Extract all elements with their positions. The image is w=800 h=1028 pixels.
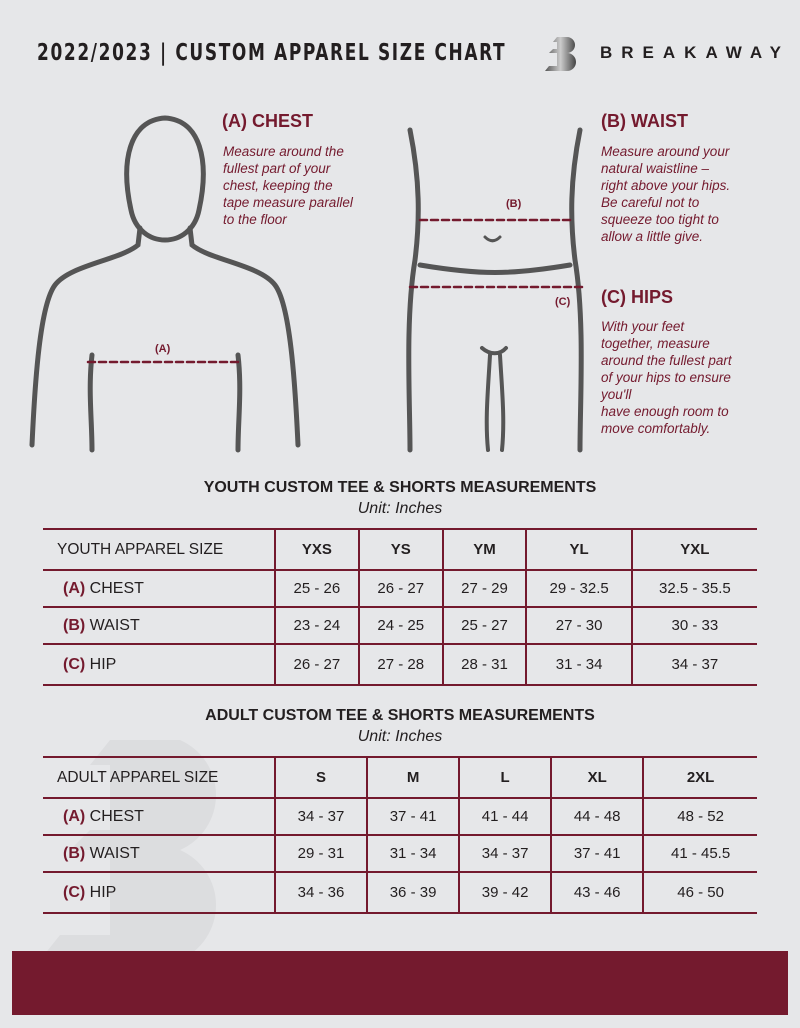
cell: 27 - 29 [441,570,527,607]
table-row: (A) CHEST 34 - 37 37 - 41 41 - 44 44 - 48 48 … [43,798,757,835]
header-label: ADULT APPAREL SIZE [57,768,219,786]
size-header: YXS [274,529,359,570]
adult-size-table: ADULT APPAREL SIZE S M L XL 2XL (A) CHEST 34 … [43,756,757,914]
cell: 44 - 48 [550,798,644,835]
waist-heading: (B) WAIST [601,111,688,131]
table-row: (C) HIP 34 - 36 36 - 39 39 - 42 43 - 46 46 - … [43,872,757,913]
row-label: (A) CHEST [63,579,144,597]
cell: 29 - 32.5 [525,570,632,607]
cell: 37 - 41 [366,798,460,835]
youth-size-table: YOUTH APPAREL SIZE YXS YS YM YL YXL (A) CHES… [43,528,757,686]
size-header: 2XL [642,757,757,798]
page-title: 2022/2023 | CUSTOM APPAREL SIZE CHART [37,40,507,66]
cell: 31 - 34 [366,835,460,872]
cell: 31 - 34 [525,644,632,685]
chest-instructions: Measure around the fullest part of your … [223,144,353,227]
size-header: YXL [630,529,757,570]
cell: 26 - 27 [274,644,359,685]
table-row: (C) HIP 26 - 27 27 - 28 28 - 31 31 - 34 34 - … [43,644,757,685]
cell: 25 - 27 [441,607,527,644]
cell: 27 - 28 [357,644,443,685]
header-label: YOUTH APPAREL SIZE [57,540,224,558]
row-label: (C) HIP [63,655,117,673]
hips-marker: (C) [555,296,571,308]
cell: 41 - 44 [458,798,552,835]
chest-heading: (A) CHEST [222,111,313,131]
cell: 36 - 39 [366,872,460,913]
cell: 23 - 24 [274,607,359,644]
adult-section-title: ADULT CUSTOM TEE & SHORTS MEASUREMENTS [205,707,595,724]
cell: 34 - 37 [273,798,368,835]
table-header-row: ADULT APPAREL SIZE S M L XL 2XL [43,757,757,798]
size-header: L [458,757,552,798]
cell: 41 - 45.5 [642,835,757,872]
table-row: (B) WAIST 29 - 31 31 - 34 34 - 37 37 - 41 41 … [43,835,757,872]
footer-band [12,951,788,1015]
cell: 43 - 46 [550,872,644,913]
cell: 30 - 33 [630,607,757,644]
cell: 32.5 - 35.5 [630,570,757,607]
cell: 46 - 50 [642,872,757,913]
breakaway-logo-icon [545,37,576,71]
size-header: YS [357,529,443,570]
cell: 34 - 36 [273,872,368,913]
hips-instructions: With your feet together, measure around … [601,319,732,436]
waist-marker: (B) [506,198,522,210]
body-measurement-figures [29,115,584,453]
cell: 24 - 25 [357,607,443,644]
cell: 34 - 37 [458,835,552,872]
size-header: M [366,757,460,798]
table-row: (A) CHEST 25 - 26 26 - 27 27 - 29 29 - 32.5 3… [43,570,757,607]
chest-marker: (A) [155,343,171,355]
cell: 39 - 42 [458,872,552,913]
watermark-logo-icon [40,740,217,960]
table-row: (B) WAIST 23 - 24 24 - 25 25 - 27 27 - 30 30 … [43,607,757,644]
cell: 48 - 52 [642,798,757,835]
row-label: (C) HIP [63,883,117,901]
brand-name: BREAKAWAY [600,43,790,62]
lower-body-figure [406,127,584,453]
cell: 34 - 37 [630,644,757,685]
upper-body-figure [29,115,301,453]
cell: 26 - 27 [357,570,443,607]
cell: 28 - 31 [441,644,527,685]
cell: 37 - 41 [550,835,644,872]
cell: 29 - 31 [273,835,368,872]
size-header: XL [550,757,644,798]
row-label: (A) CHEST [63,807,144,825]
cell: 27 - 30 [525,607,632,644]
size-header: YM [441,529,527,570]
adult-unit: Unit: Inches [357,728,443,745]
row-label: (B) WAIST [63,616,140,634]
youth-unit: Unit: Inches [357,500,443,517]
cell: 25 - 26 [274,570,359,607]
table-header-row: YOUTH APPAREL SIZE YXS YS YM YL YXL [43,529,757,570]
size-header: YL [525,529,632,570]
size-header: S [273,757,368,798]
hips-heading: (C) HIPS [601,287,673,307]
row-label: (B) WAIST [63,844,140,862]
waist-instructions: Measure around your natural waistline – … [601,144,731,244]
youth-section-title: YOUTH CUSTOM TEE & SHORTS MEASUREMENTS [203,479,597,496]
